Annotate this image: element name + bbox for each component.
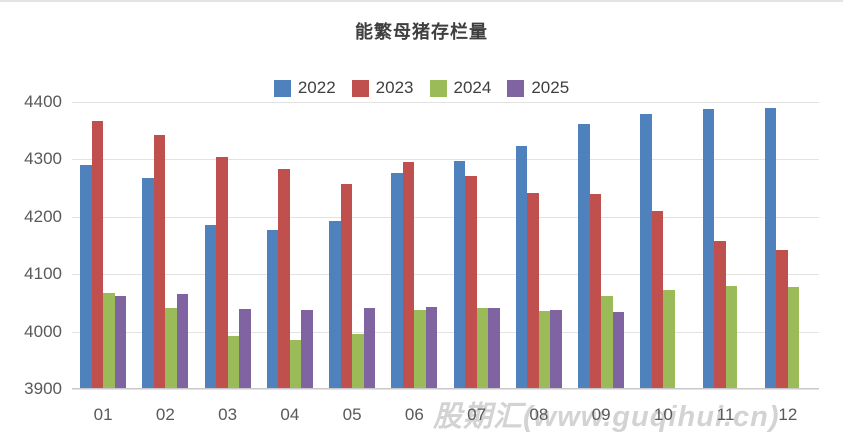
gridline-4400 bbox=[72, 102, 819, 103]
bar-2025-04 bbox=[301, 309, 313, 389]
y-tick-label-4400: 4400 bbox=[24, 92, 62, 111]
bar-2024-08 bbox=[538, 310, 551, 389]
bar-2023-01 bbox=[91, 120, 104, 389]
legend-item-2025: 2025 bbox=[507, 78, 569, 98]
bar-2025-05 bbox=[363, 307, 376, 389]
legend-label-2022: 2022 bbox=[297, 78, 336, 97]
x-tick-label-05: 05 bbox=[342, 405, 362, 424]
bar-2023-09 bbox=[589, 193, 602, 389]
bar-2023-04 bbox=[278, 168, 290, 389]
bar-2022-03 bbox=[204, 225, 217, 389]
bar-2023-03 bbox=[216, 156, 228, 389]
bar-2022-09 bbox=[578, 123, 590, 389]
x-tick-label-04: 04 bbox=[280, 405, 300, 424]
watermark: 股期汇(www.guqihui.cn) bbox=[433, 401, 780, 433]
bar-2022-02 bbox=[142, 177, 154, 389]
legend-label-2025: 2025 bbox=[531, 78, 570, 97]
bar-2024-01 bbox=[103, 293, 115, 389]
bar-2025-03 bbox=[239, 309, 251, 389]
x-tick-label-12: 12 bbox=[778, 405, 798, 424]
gridline-4200 bbox=[72, 216, 819, 218]
legend-swatch-2025 bbox=[507, 79, 525, 97]
gridline-4300 bbox=[72, 159, 819, 161]
bar-2025-08 bbox=[550, 309, 562, 389]
gridline-3900 bbox=[72, 389, 819, 390]
y-tick-label-3900: 3900 bbox=[24, 379, 62, 398]
y-tick-label-4000: 4000 bbox=[24, 321, 62, 341]
y-tick-label-4200: 4200 bbox=[24, 206, 62, 226]
bar-2025-07 bbox=[488, 307, 500, 389]
x-tick-label-10: 10 bbox=[653, 405, 673, 424]
legend-item-2024: 2024 bbox=[429, 78, 492, 98]
bar-2024-12 bbox=[787, 286, 800, 389]
bar-2024-02 bbox=[165, 307, 177, 389]
gridline-4000 bbox=[72, 331, 819, 333]
bar-2025-01 bbox=[114, 296, 127, 389]
legend-item-2022: 2022 bbox=[273, 78, 336, 98]
legend-label-2024: 2024 bbox=[453, 78, 492, 97]
bar-2022-11 bbox=[702, 108, 715, 389]
x-tick-label-06: 06 bbox=[404, 405, 424, 424]
legend-swatch-2022 bbox=[273, 79, 291, 97]
x-tick-label-01: 01 bbox=[93, 405, 113, 424]
bar-2022-01 bbox=[80, 165, 92, 389]
legend-swatch-2024 bbox=[429, 79, 447, 97]
bar-2025-06 bbox=[425, 306, 438, 389]
bar-2024-03 bbox=[227, 336, 240, 389]
bar-2022-10 bbox=[640, 114, 652, 389]
bar-2023-08 bbox=[527, 193, 539, 389]
x-tick-label-02: 02 bbox=[155, 405, 175, 424]
bar-2022-08 bbox=[515, 145, 528, 389]
bar-2022-07 bbox=[453, 160, 466, 389]
bar-2024-04 bbox=[289, 339, 302, 389]
x-tick-label-07: 07 bbox=[467, 405, 487, 424]
bar-2024-09 bbox=[601, 296, 613, 389]
y-tick-label-4300: 4300 bbox=[24, 149, 62, 169]
x-tick-label-03: 03 bbox=[218, 405, 238, 424]
bar-2025-09 bbox=[612, 311, 625, 389]
chart-legend: 2022 2023 2024 2025 bbox=[0, 78, 843, 98]
legend-swatch-2023 bbox=[351, 79, 369, 97]
bar-2023-11 bbox=[714, 240, 726, 389]
y-tick-label-4100: 4100 bbox=[24, 264, 62, 284]
bar-2024-07 bbox=[476, 308, 489, 389]
bar-2023-05 bbox=[340, 183, 353, 389]
x-tick-label-11: 11 bbox=[716, 405, 735, 424]
bar-2023-12 bbox=[776, 250, 788, 389]
legend-item-2023: 2023 bbox=[351, 78, 414, 98]
x-tick-label-08: 08 bbox=[529, 405, 549, 424]
gridline-4100 bbox=[72, 274, 819, 276]
bar-2022-06 bbox=[391, 172, 403, 389]
bar-2022-05 bbox=[329, 221, 341, 389]
bar-2023-06 bbox=[402, 161, 415, 389]
bar-2024-06 bbox=[414, 309, 426, 389]
bar-2024-11 bbox=[725, 285, 738, 389]
bar-2022-12 bbox=[764, 107, 777, 389]
bar-2025-02 bbox=[176, 293, 189, 389]
plot-area bbox=[72, 102, 819, 390]
bar-2024-10 bbox=[663, 289, 675, 389]
bar-2022-04 bbox=[266, 230, 279, 389]
x-tick-label-09: 09 bbox=[591, 405, 611, 424]
chart-title: 能繁母猪存栏量 bbox=[355, 22, 488, 42]
bar-2023-10 bbox=[651, 211, 664, 389]
legend-label-2023: 2023 bbox=[375, 78, 414, 97]
bar-2023-02 bbox=[153, 134, 166, 389]
x-axis-line bbox=[72, 388, 819, 389]
bar-2023-07 bbox=[465, 176, 477, 389]
bar-2024-05 bbox=[352, 333, 364, 389]
